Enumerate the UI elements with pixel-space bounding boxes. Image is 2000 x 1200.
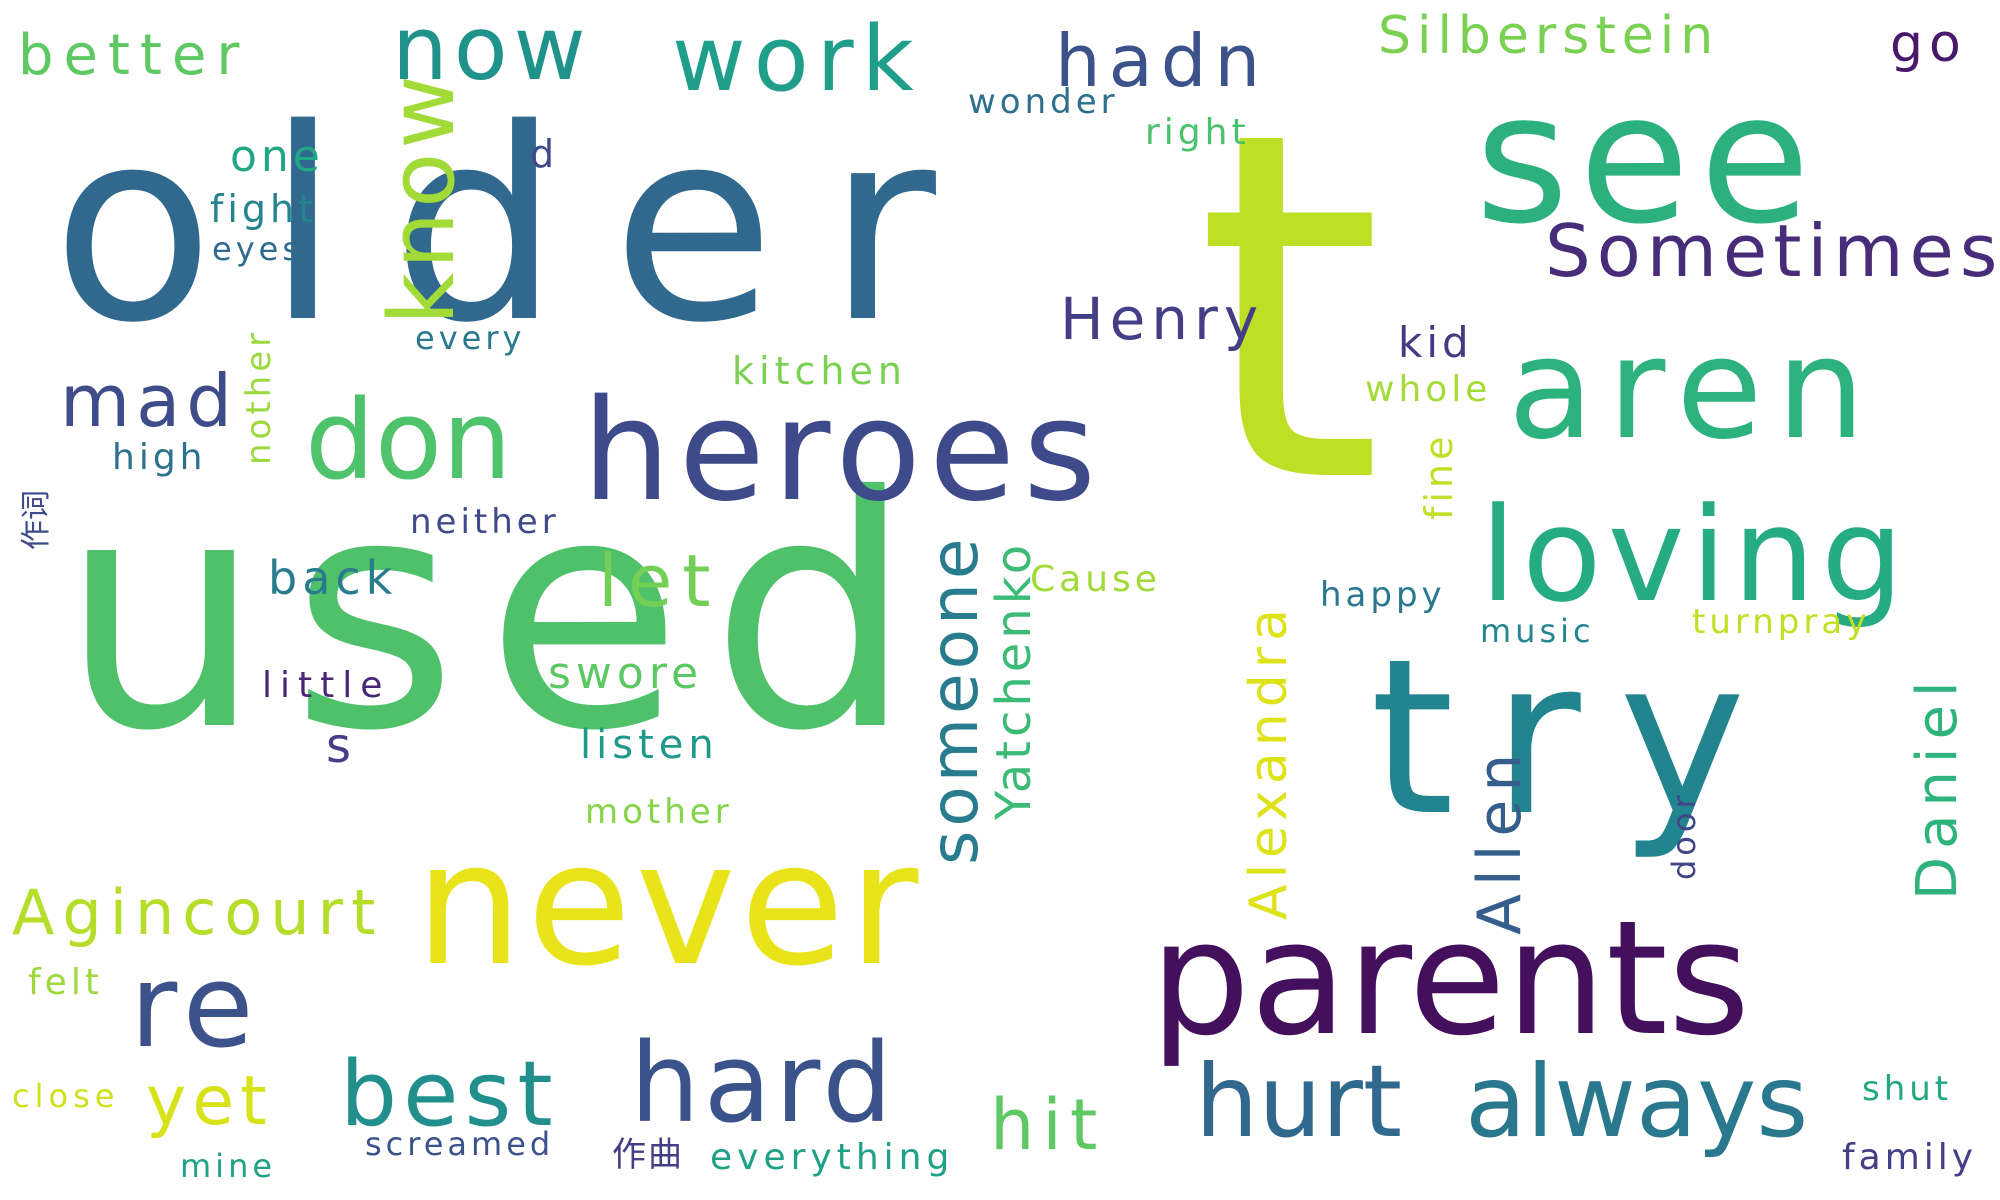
word-allen: Allen [1465,745,1535,935]
word-music: music [1480,612,1595,650]
word-s: s [326,718,352,774]
word-yet: yet [146,1062,273,1141]
word-close: close [12,1077,120,1115]
word-listen: listen [580,722,719,768]
word-little: little [262,665,391,706]
word-t: t [1195,30,1384,589]
word-always: always [1465,1043,1809,1160]
word-henry: Henry [1060,285,1265,353]
word-screamed: screamed [365,1125,555,1163]
word-mother: mother [585,792,733,832]
word-hadn: hadn [1055,19,1269,103]
word-kitchen: kitchen [732,349,907,393]
word-heroes: heroes [582,370,1105,533]
word-aren: aren [1508,308,1880,471]
word-work: work [672,7,922,112]
word-hurt: hurt [1195,1043,1403,1160]
word-swore: swore [548,648,704,699]
word-parents: parents [1150,887,1751,1071]
word-sometimes: Sometimes [1545,209,2000,293]
word-kid: kid [1398,318,1473,367]
word-daniel: Daniel [1905,673,1970,901]
word-door: door [1665,791,1703,880]
word-everything: everything [710,1137,955,1178]
word-see: see [1475,55,1821,264]
word-try: try [1370,612,1784,863]
word-back: back [268,551,398,605]
word-d: d [530,132,555,176]
word-eyes: eyes [212,230,303,268]
word-right: right [1145,112,1250,153]
word-high: high [112,437,207,478]
word-older: older [52,73,988,381]
word-know: know [370,71,475,325]
word-silberstein: Silberstein [1378,6,1720,66]
word-turnpray: turnpray [1692,602,1871,642]
word-let: let [598,539,721,623]
word-neither: neither [410,502,560,542]
word-best: best [340,1042,559,1147]
word-re: re [130,940,262,1074]
word-mine: mine [180,1147,277,1185]
word-go: go [1890,14,1967,74]
word-used: used [60,429,942,801]
word-don: don [305,376,512,504]
word-felt: felt [28,962,103,1003]
word-lyricist: 作词 [19,490,54,550]
word-nother: nother [239,328,279,465]
word-hard: hard [630,1019,897,1147]
word-shut: shut [1862,1069,1953,1109]
word-fine: fine [1417,432,1461,520]
word-whole: whole [1365,369,1492,410]
word-better: better [18,23,250,88]
word-loving: loving [1480,479,1910,631]
word-alexandra: Alexandra [1239,603,1299,920]
word-fight: fight [210,187,318,231]
word-family: family [1842,1137,1978,1178]
word-hit: hit [990,1084,1106,1166]
word-happy: happy [1320,575,1446,615]
word-agincourt: Agincourt [12,876,384,949]
word-cause: Cause [1030,559,1161,600]
word-composer: 作曲 [612,1135,684,1175]
word-wonder: wonder [968,82,1119,122]
word-now: now [392,0,592,100]
word-someone: someone [916,534,993,865]
word-one: one [230,131,324,182]
word-mad: mad [60,359,238,443]
word-every: every [415,319,526,357]
word-never: never [415,806,923,1004]
